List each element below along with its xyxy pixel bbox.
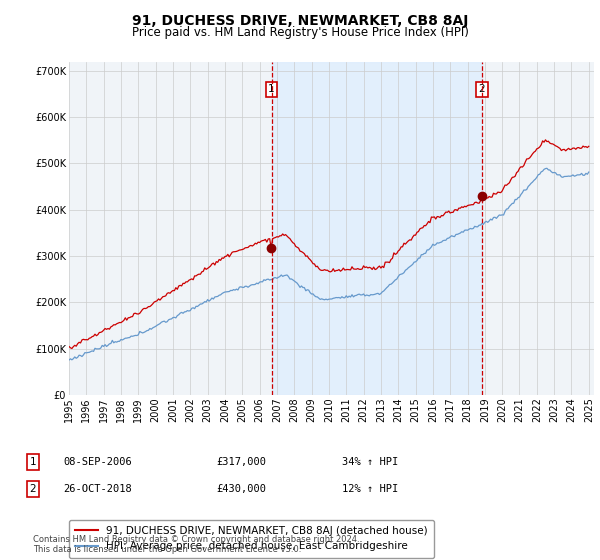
Text: 2: 2	[29, 484, 37, 494]
Text: 12% ↑ HPI: 12% ↑ HPI	[342, 484, 398, 494]
Text: 34% ↑ HPI: 34% ↑ HPI	[342, 457, 398, 467]
Text: £317,000: £317,000	[216, 457, 266, 467]
Text: 91, DUCHESS DRIVE, NEWMARKET, CB8 8AJ: 91, DUCHESS DRIVE, NEWMARKET, CB8 8AJ	[132, 14, 468, 28]
Text: 1: 1	[268, 85, 275, 95]
Text: 08-SEP-2006: 08-SEP-2006	[63, 457, 132, 467]
Bar	[272, 62, 482, 395]
Text: £430,000: £430,000	[216, 484, 266, 494]
Text: Price paid vs. HM Land Registry's House Price Index (HPI): Price paid vs. HM Land Registry's House …	[131, 26, 469, 39]
Text: 26-OCT-2018: 26-OCT-2018	[63, 484, 132, 494]
Text: 1: 1	[29, 457, 37, 467]
Text: 2: 2	[478, 85, 485, 95]
Text: Contains HM Land Registry data © Crown copyright and database right 2024.
This d: Contains HM Land Registry data © Crown c…	[33, 535, 359, 554]
Legend: 91, DUCHESS DRIVE, NEWMARKET, CB8 8AJ (detached house), HPI: Average price, deta: 91, DUCHESS DRIVE, NEWMARKET, CB8 8AJ (d…	[69, 520, 434, 558]
